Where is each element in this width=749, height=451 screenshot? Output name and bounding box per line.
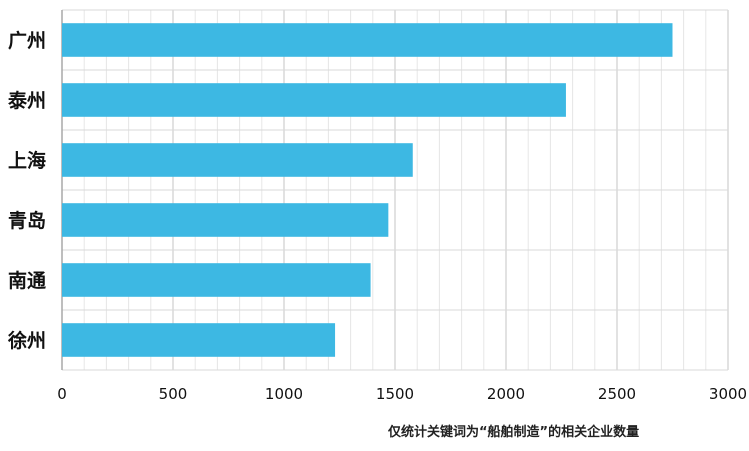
x-tick-label: 1500 <box>376 385 414 403</box>
x-tick-label: 2500 <box>598 385 636 403</box>
bar <box>62 203 389 237</box>
x-tick-label: 1000 <box>265 385 303 403</box>
bar <box>62 83 566 117</box>
category-label: 上海 <box>8 149 46 172</box>
category-label: 青岛 <box>8 209 46 232</box>
category-label: 泰州 <box>7 89 46 112</box>
category-label: 徐州 <box>7 329 46 352</box>
chart-footnote: 仅统计关键词为“船舶制造”的相关企业数量 <box>388 425 640 440</box>
category-label: 广州 <box>8 29 46 52</box>
x-tick-label: 2000 <box>487 385 525 403</box>
bar <box>62 323 336 357</box>
bar <box>62 263 371 297</box>
x-tick-label: 3000 <box>709 385 747 403</box>
x-tick-label: 0 <box>57 385 67 403</box>
x-tick-label: 500 <box>159 385 188 403</box>
bar <box>62 23 673 57</box>
bar <box>62 143 413 177</box>
category-label: 南通 <box>8 270 47 292</box>
